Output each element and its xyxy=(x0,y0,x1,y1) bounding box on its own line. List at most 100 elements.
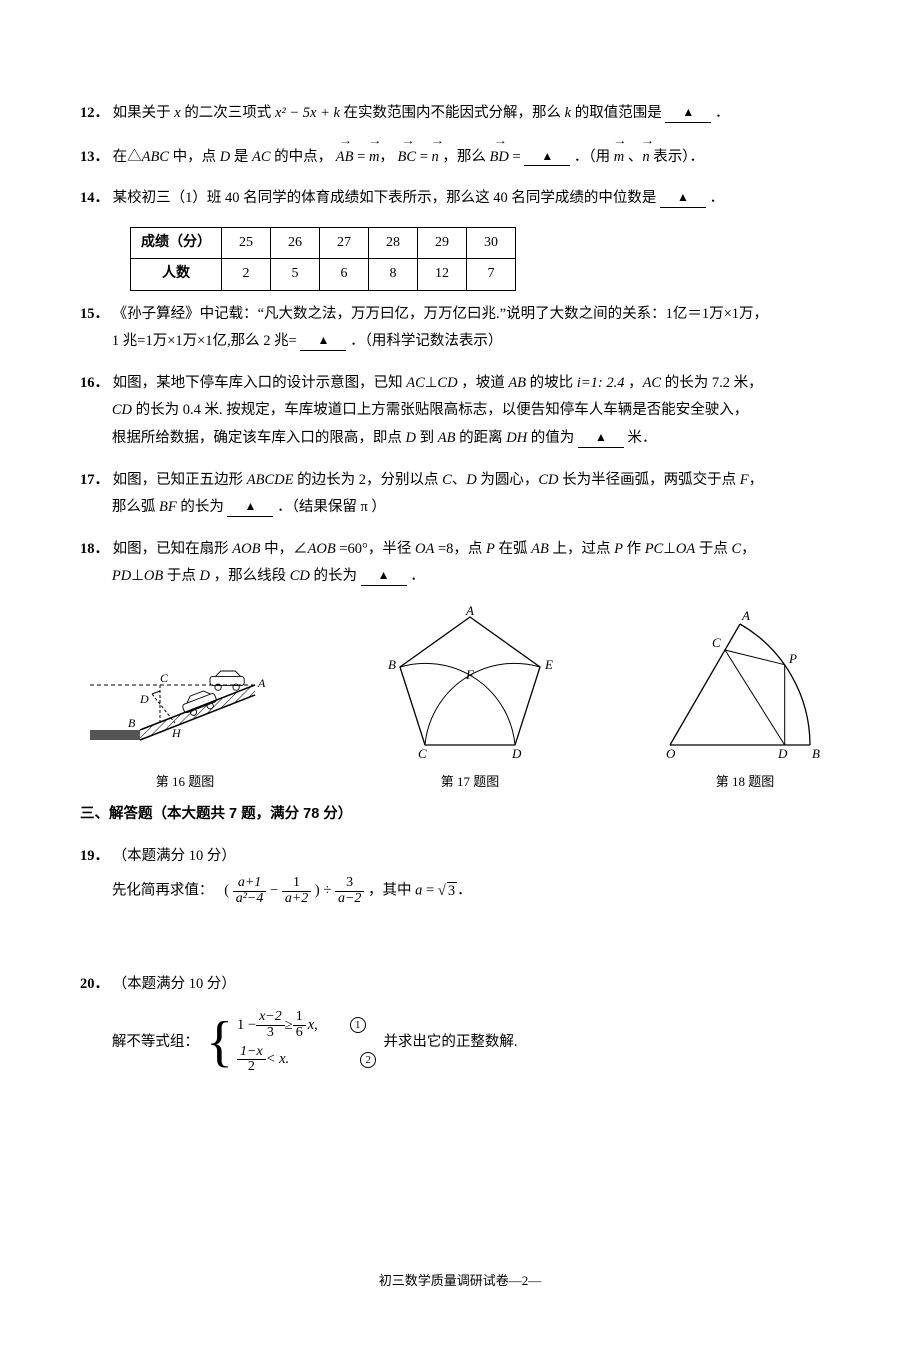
fig16-B: B xyxy=(128,716,136,730)
i1n: x−2 xyxy=(256,1010,285,1026)
q15-b: 1 兆=1万×1万×1亿,那么 2 兆= xyxy=(112,333,297,349)
brace-system: { 1 − x−23 ≥ 16 x, 1 1−x2 < x. 2 xyxy=(206,1006,376,1079)
vec-m: m xyxy=(369,142,379,172)
q12-text-d: 的取值范围是 xyxy=(575,105,662,121)
ac2: AC xyxy=(643,375,662,391)
cd2: CD xyxy=(112,402,132,418)
fig18-O: O xyxy=(666,746,676,760)
q14-num: 14． xyxy=(80,190,109,206)
slope: i=1: 2.4 xyxy=(577,375,625,391)
n1: a+1 xyxy=(233,876,267,892)
q17-blank xyxy=(227,500,273,517)
q16-b: ，坡道 xyxy=(461,375,508,391)
q20-body: 解不等式组： { 1 − x−23 ≥ 16 x, 1 1−x2 < x. xyxy=(80,1006,840,1079)
q20-tail: 并求出它的正整数解. xyxy=(383,1029,517,1057)
d17: D xyxy=(466,472,476,488)
col-2: 27 xyxy=(320,227,369,259)
q19-head: （本题满分 10 分） xyxy=(113,848,236,864)
sqrt3: √3 xyxy=(438,878,457,906)
q13-c: 是 xyxy=(234,149,252,165)
question-14: 14． 某校初三（1）班 40 名同学的体育成绩如下表所示，那么这 40 名同学… xyxy=(80,185,840,213)
q18-i: ， xyxy=(741,541,756,557)
bf: BF xyxy=(159,499,177,515)
figure-17: A B E C D F 第 17 题图 xyxy=(370,605,570,795)
page: 12． 如果关于 x 的二次三项式 x² − 5x + k 在实数范围内不能因式… xyxy=(0,0,920,1354)
fig17-D: D xyxy=(511,746,522,760)
q18-l2c: 于点 xyxy=(167,568,200,584)
q15-line2: 1 兆=1万×1万×1亿,那么 2 兆= ．（用科学记数法表示） xyxy=(80,328,840,356)
cd: CD xyxy=(437,375,457,391)
i1f: x−23 xyxy=(256,1010,285,1040)
d1: a²−4 xyxy=(233,892,267,907)
col-0: 25 xyxy=(222,227,271,259)
f17: F xyxy=(740,472,749,488)
q18-e: 在弧 xyxy=(499,541,532,557)
q12-text-c: 在实数范围内不能因式分解，那么 xyxy=(344,105,565,121)
figure-18: O B D A C P 第 18 题图 xyxy=(650,605,840,795)
q12-num: 12． xyxy=(80,105,109,121)
i1a: 1 − xyxy=(237,1012,256,1040)
col-1: 26 xyxy=(271,227,320,259)
fig17-E: E xyxy=(544,657,553,672)
dh: DH xyxy=(506,430,527,446)
table-row-head: 成绩（分） 25 26 27 28 29 30 xyxy=(131,227,516,259)
q15-a: 《孙子算经》中记载：“凡大数之法，万万曰亿，万万亿曰兆.”说明了大数之间的关系：… xyxy=(113,306,768,322)
q18-b: 中，∠ xyxy=(264,541,308,557)
where: ，其中 xyxy=(368,883,415,899)
ac: AC xyxy=(406,375,425,391)
q16-g: 的距离 xyxy=(459,430,506,446)
i2n: 1−x xyxy=(237,1045,266,1061)
perp18b: ⊥ xyxy=(131,568,144,584)
fig18-D: D xyxy=(777,746,788,760)
table-row-vals: 人数 2 5 6 8 12 7 xyxy=(131,259,516,291)
q16-e: 的长为 7.2 米， xyxy=(665,375,763,391)
q16-num: 16． xyxy=(80,375,109,391)
frac1: a+1a²−4 xyxy=(233,876,267,906)
question-18: 18． 如图，已知在扇形 AOB 中，∠AOB =60°，半径 OA =8，点 … xyxy=(80,536,840,591)
q18-blank xyxy=(361,569,407,586)
n3: 3 xyxy=(335,876,364,892)
vec-AB: AB xyxy=(336,142,354,172)
q14-period: ． xyxy=(710,190,725,206)
question-17: 17． 如图，已知正五边形 ABCDE 的边长为 2，分别以点 C、D 为圆心，… xyxy=(80,467,840,522)
question-16: 16． 如图，某地下停车库入口的设计示意图，已知 AC⊥CD ，坡道 AB 的坡… xyxy=(80,370,840,453)
fig18-B: B xyxy=(812,746,820,760)
col-3: 28 xyxy=(369,227,418,259)
aob2: AOB xyxy=(308,541,336,557)
fig16-A: A xyxy=(257,676,266,690)
q19-num: 19． xyxy=(80,848,109,864)
q13-h: 表示）． xyxy=(650,149,704,165)
eq2: = xyxy=(416,149,431,165)
q16-line3: 根据所给数据，确定该车库入口的限高，即点 D 到 AB 的距离 DH 的值为 米… xyxy=(80,425,840,453)
q16-a: 如图，某地下停车库入口的设计示意图，已知 xyxy=(113,375,407,391)
val-0: 2 xyxy=(222,259,271,291)
val-1: 5 xyxy=(271,259,320,291)
q17-num: 17． xyxy=(80,472,109,488)
sys-lines: 1 − x−23 ≥ 16 x, 1 1−x2 < x. 2 xyxy=(237,1006,376,1079)
q19-body: 先化简再求值： ( a+1a²−4 − 1a+2 ) ÷ 3a−2 ，其中 a … xyxy=(80,876,840,906)
ab2: AB xyxy=(438,430,456,446)
q13-f: ．（用 xyxy=(574,149,614,165)
head-label: 成绩（分） xyxy=(131,227,222,259)
q15-num: 15． xyxy=(80,306,109,322)
i1b: ≥ xyxy=(285,1012,293,1040)
perp18: ⊥ xyxy=(663,541,676,557)
i2b: < x. xyxy=(266,1046,289,1074)
q20-head: （本题满分 10 分） xyxy=(113,976,236,992)
i1c: x, xyxy=(308,1012,318,1040)
row-label: 人数 xyxy=(131,259,222,291)
ineq-2: 1−x2 < x. 2 xyxy=(237,1045,376,1075)
fig16-caption: 第 16 题图 xyxy=(80,770,290,795)
q13-num: 13． xyxy=(80,149,109,165)
question-19: 19． （本题满分 10 分） 先化简再求值： ( a+1a²−4 − 1a+2… xyxy=(80,843,840,907)
spacer-1 xyxy=(80,921,840,971)
q13-g: 、 xyxy=(624,149,642,165)
val-5: 7 xyxy=(467,259,516,291)
fig18-A: A xyxy=(741,608,750,623)
q19-lead: 先化简再求值： xyxy=(112,883,214,899)
page-footer: 初三数学质量调研试卷—2— xyxy=(80,1269,840,1294)
fig18-P: P xyxy=(788,651,797,666)
aob: AOB xyxy=(232,541,260,557)
perp1: ⊥ xyxy=(425,375,438,391)
pd: PD xyxy=(112,568,131,584)
